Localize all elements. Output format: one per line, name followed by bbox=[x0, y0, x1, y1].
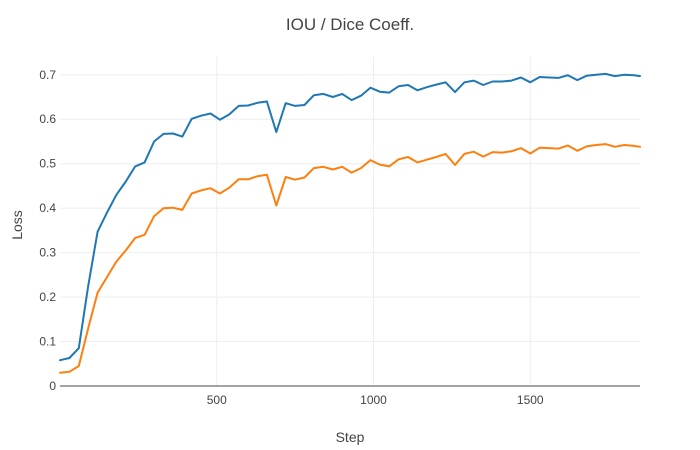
y-tick-label: 0.5 bbox=[39, 157, 56, 171]
x-axis-label: Step bbox=[336, 429, 365, 445]
gridlines bbox=[60, 57, 640, 386]
series-line-1 bbox=[59, 72, 641, 362]
x-tick-label: 500 bbox=[207, 393, 227, 407]
tick-labels: 0 0.1 0.2 0.3 0.4 0.5 0.6 0.7 500 1000 1500 bbox=[39, 68, 544, 407]
y-tick-label: 0.3 bbox=[39, 246, 56, 260]
x-tick-label: 1500 bbox=[517, 393, 544, 407]
series-lines bbox=[59, 72, 641, 374]
chart-title: IOU / Dice Coeff. bbox=[286, 15, 414, 34]
y-tick-label: 0.1 bbox=[39, 335, 56, 349]
y-tick-label: 0.4 bbox=[39, 201, 56, 215]
x-tick-label: 1000 bbox=[360, 393, 387, 407]
y-tick-label: 0.7 bbox=[39, 68, 56, 82]
y-axis-label: Loss bbox=[9, 210, 25, 240]
y-tick-label: 0.2 bbox=[39, 290, 56, 304]
y-tick-label: 0.6 bbox=[39, 112, 56, 126]
y-tick-label: 0 bbox=[49, 379, 56, 393]
series-line-2 bbox=[59, 143, 641, 374]
